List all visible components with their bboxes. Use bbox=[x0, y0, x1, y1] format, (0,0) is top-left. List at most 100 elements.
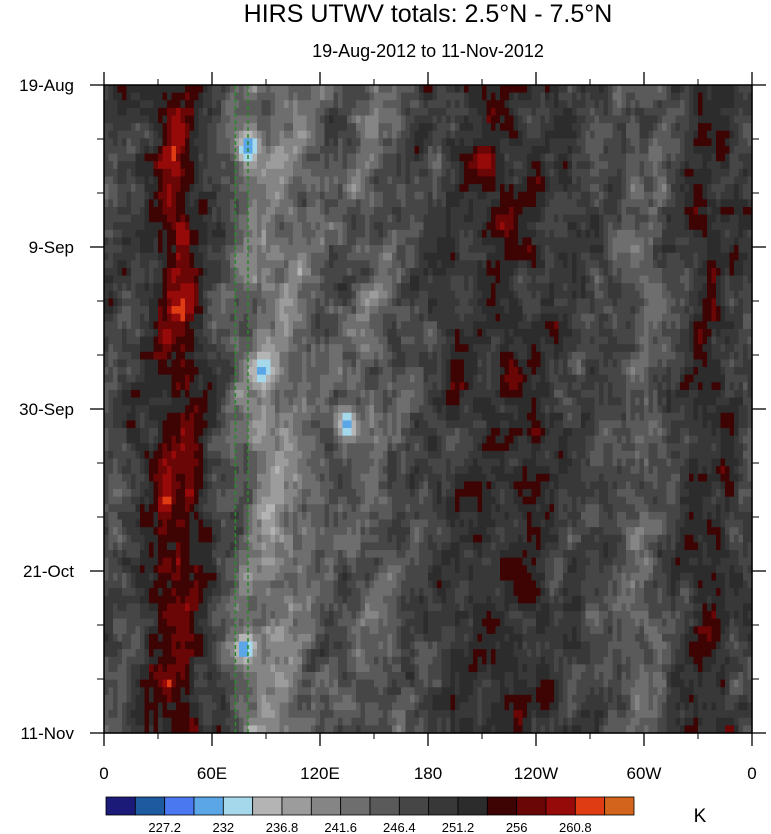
field-cell bbox=[581, 328, 587, 338]
field-cell bbox=[252, 130, 258, 139]
field-cell bbox=[621, 115, 627, 124]
field-cell bbox=[608, 153, 614, 162]
field-cell bbox=[513, 92, 519, 101]
field-cell bbox=[648, 85, 654, 94]
field-cell bbox=[432, 245, 438, 254]
field-cell bbox=[720, 138, 726, 147]
field-cell bbox=[198, 138, 204, 147]
field-cell bbox=[504, 206, 510, 216]
field-cell bbox=[135, 275, 141, 284]
field-cell bbox=[729, 214, 735, 223]
field-cell bbox=[666, 321, 672, 330]
field-cell bbox=[747, 267, 753, 277]
field-cell bbox=[468, 298, 474, 307]
field-cell bbox=[711, 313, 717, 322]
field-cell bbox=[198, 161, 204, 170]
field-cell bbox=[275, 153, 281, 162]
field-cell bbox=[581, 336, 587, 345]
field-cell bbox=[356, 328, 362, 338]
field-cell bbox=[347, 153, 353, 162]
field-cell bbox=[284, 245, 290, 254]
field-cell bbox=[401, 176, 407, 185]
field-cell bbox=[194, 245, 200, 254]
field-cell bbox=[288, 306, 294, 315]
field-cell bbox=[711, 115, 717, 124]
field-cell bbox=[738, 130, 744, 139]
field-cell bbox=[599, 214, 605, 223]
field-cell bbox=[702, 260, 708, 269]
field-cell bbox=[108, 123, 114, 132]
field-cell bbox=[513, 123, 519, 132]
field-cell bbox=[729, 199, 735, 208]
field-cell bbox=[495, 321, 501, 330]
field-cell bbox=[414, 222, 420, 231]
field-cell bbox=[279, 275, 285, 284]
field-cell bbox=[176, 153, 182, 162]
field-cell bbox=[554, 85, 560, 94]
field-cell bbox=[639, 206, 645, 216]
field-cell bbox=[356, 252, 362, 261]
field-cell bbox=[635, 176, 641, 185]
field-cell bbox=[491, 290, 497, 300]
field-cell bbox=[248, 267, 254, 277]
field-cell bbox=[338, 298, 344, 307]
field-cell bbox=[419, 344, 425, 353]
field-cell bbox=[590, 138, 596, 147]
field-cell bbox=[468, 222, 474, 231]
field-cell bbox=[351, 206, 357, 216]
field-cell bbox=[270, 214, 276, 223]
field-cell bbox=[243, 229, 249, 239]
chart-title: HIRS UTWV totals: 2.5°N - 7.5°N bbox=[244, 0, 613, 28]
field-cell bbox=[671, 290, 677, 300]
field-cell bbox=[324, 214, 330, 223]
field-cell bbox=[603, 237, 609, 246]
field-cell bbox=[347, 130, 353, 139]
field-cell bbox=[279, 199, 285, 208]
field-cell bbox=[680, 328, 686, 338]
field-cell bbox=[329, 153, 335, 162]
field-cell bbox=[563, 245, 569, 254]
field-cell bbox=[630, 168, 636, 178]
field-cell bbox=[621, 245, 627, 254]
field-cell bbox=[293, 214, 299, 223]
field-cell bbox=[522, 328, 528, 338]
field-cell bbox=[194, 321, 200, 330]
field-cell bbox=[392, 115, 398, 124]
field-cell bbox=[653, 267, 659, 277]
field-cell bbox=[117, 290, 123, 300]
field-cell bbox=[432, 115, 438, 124]
field-cell bbox=[396, 107, 402, 117]
field-cell bbox=[266, 252, 272, 261]
field-cell bbox=[275, 336, 281, 345]
field-cell bbox=[297, 199, 303, 208]
field-cell bbox=[653, 191, 659, 200]
field-cell bbox=[531, 184, 537, 193]
field-cell bbox=[117, 237, 123, 246]
field-cell bbox=[599, 199, 605, 208]
field-cell bbox=[576, 321, 582, 330]
field-cell bbox=[473, 130, 479, 139]
field-cell bbox=[329, 298, 335, 307]
field-cell bbox=[266, 191, 272, 200]
field-cell bbox=[270, 168, 276, 178]
field-cell bbox=[572, 306, 578, 315]
field-cell bbox=[131, 214, 137, 223]
field-cell bbox=[747, 260, 753, 269]
field-cell bbox=[329, 336, 335, 345]
field-cell bbox=[459, 85, 465, 94]
field-cell bbox=[108, 130, 114, 139]
field-cell bbox=[410, 184, 416, 193]
field-cell bbox=[707, 100, 713, 109]
field-cell bbox=[473, 123, 479, 132]
field-cell bbox=[671, 275, 677, 284]
field-cell bbox=[657, 138, 663, 147]
field-cell bbox=[126, 92, 132, 101]
field-cell bbox=[450, 306, 456, 315]
field-cell bbox=[482, 298, 488, 307]
field-cell bbox=[648, 191, 654, 200]
field-cell bbox=[716, 290, 722, 300]
field-cell bbox=[527, 267, 533, 277]
field-cell bbox=[558, 306, 564, 315]
field-cell bbox=[104, 100, 110, 109]
field-cell bbox=[333, 222, 339, 231]
